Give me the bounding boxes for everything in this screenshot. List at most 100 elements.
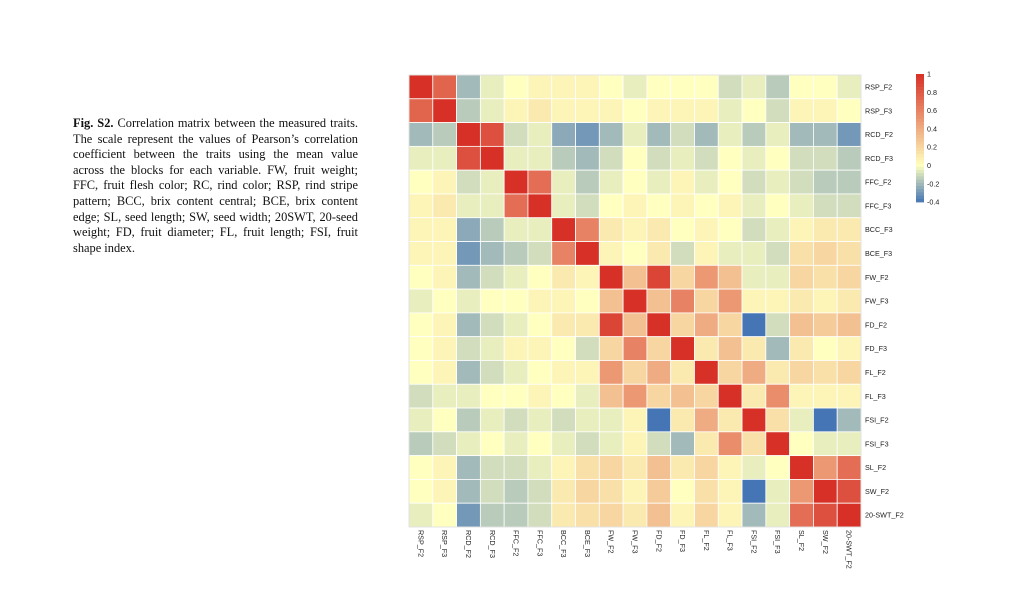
heatmap-cell xyxy=(479,169,505,195)
heatmap-cell xyxy=(694,98,719,123)
heatmap-cell xyxy=(408,502,434,528)
heatmap-cell xyxy=(456,193,481,219)
heatmap-cell xyxy=(527,193,553,219)
heatmap-cell xyxy=(408,360,434,385)
heatmap-cell xyxy=(575,502,600,528)
heatmap-cell xyxy=(503,193,529,219)
heatmap-cell xyxy=(551,383,576,409)
heatmap-cell xyxy=(694,336,719,361)
legend-swatch xyxy=(916,106,924,110)
heatmap-cell xyxy=(456,383,481,409)
heatmap-cell xyxy=(646,407,672,433)
heatmap-cell xyxy=(456,288,481,314)
heatmap-cell xyxy=(598,431,624,457)
legend-swatch xyxy=(916,122,924,126)
heatmap-cell xyxy=(527,360,553,385)
legend-tick-label: 0.4 xyxy=(927,124,937,133)
heatmap-cell xyxy=(813,502,838,528)
heatmap-cell xyxy=(598,145,624,171)
heatmap-cell xyxy=(765,217,791,242)
row-label: BCE_F3 xyxy=(865,249,892,258)
heatmap-cell xyxy=(694,431,719,457)
heatmap-cell xyxy=(575,312,600,338)
heatmap-cell xyxy=(813,169,838,195)
heatmap-cell xyxy=(622,383,648,409)
heatmap-cell xyxy=(717,288,743,314)
heatmap-cell xyxy=(741,336,767,361)
heatmap-cell xyxy=(717,264,743,290)
heatmap-cell xyxy=(646,122,672,147)
heatmap-cell xyxy=(598,193,624,219)
heatmap-cell xyxy=(456,455,481,480)
heatmap-border xyxy=(408,74,862,528)
heatmap-cell xyxy=(646,336,672,361)
heatmap-cell xyxy=(694,312,719,338)
column-label: FW_F3 xyxy=(631,530,640,554)
heatmap-cell xyxy=(717,312,743,338)
heatmap-cell xyxy=(789,455,814,480)
heatmap-cell xyxy=(503,264,529,290)
heatmap-cell xyxy=(503,360,529,385)
heatmap-cell xyxy=(432,360,457,385)
heatmap-cell xyxy=(789,431,814,457)
legend-swatch xyxy=(916,93,924,97)
heatmap-cell xyxy=(432,241,457,266)
row-label: RSP_F2 xyxy=(865,82,892,91)
heatmap-cell xyxy=(765,336,791,361)
heatmap-cell xyxy=(432,169,457,195)
heatmap-cell xyxy=(479,98,505,123)
heatmap-cell xyxy=(479,336,505,361)
heatmap-cell xyxy=(408,407,434,433)
caption-text: Correlation matrix between the measured … xyxy=(73,116,358,255)
figure-caption: Fig. S2. Correlation matrix between the … xyxy=(73,116,358,256)
legend-swatch xyxy=(916,192,924,196)
heatmap-cell xyxy=(622,193,648,219)
row-label: RSP_F3 xyxy=(865,106,892,115)
heatmap-cell xyxy=(836,407,862,433)
heatmap-cell xyxy=(646,312,672,338)
column-label: SL_F2 xyxy=(797,530,806,551)
heatmap-cell xyxy=(765,193,791,219)
heatmap-cell xyxy=(646,479,672,504)
column-label: BCC_F3 xyxy=(559,530,568,558)
heatmap-cell xyxy=(432,98,457,123)
heatmap-cell xyxy=(551,169,576,195)
column-label: FSI_F2 xyxy=(749,530,758,554)
heatmap-cell xyxy=(456,145,481,171)
heatmap-cell xyxy=(813,312,838,338)
heatmap-cell xyxy=(765,169,791,195)
heatmap-cell xyxy=(813,122,838,147)
row-label: FD_F3 xyxy=(865,344,887,353)
heatmap-cell xyxy=(717,169,743,195)
heatmap-cell xyxy=(622,455,648,480)
heatmap-cell xyxy=(670,169,695,195)
heatmap-cell xyxy=(598,455,624,480)
heatmap-cell xyxy=(765,360,791,385)
heatmap-cell xyxy=(622,336,648,361)
heatmap-cell xyxy=(789,360,814,385)
legend-swatch xyxy=(916,86,924,91)
row-label: FD_F2 xyxy=(865,320,887,329)
heatmap-cell xyxy=(670,360,695,385)
heatmap-cell xyxy=(551,264,576,290)
row-label: FFC_F3 xyxy=(865,201,891,210)
heatmap-cell xyxy=(527,74,553,100)
heatmap-cell xyxy=(741,241,767,266)
heatmap-cell xyxy=(670,407,695,433)
heatmap-cell xyxy=(741,431,767,457)
heatmap-cell xyxy=(408,383,434,409)
heatmap-cell xyxy=(551,122,576,147)
heatmap-cell xyxy=(503,288,529,314)
heatmap-cell xyxy=(765,431,791,457)
heatmap-cell xyxy=(551,455,576,480)
legend-swatch xyxy=(916,134,924,139)
heatmap-cell xyxy=(646,383,672,409)
heatmap-cell xyxy=(836,193,862,219)
heatmap-cell xyxy=(432,455,457,480)
heatmap-cell xyxy=(836,241,862,266)
heatmap-cell xyxy=(646,431,672,457)
legend-tick-label: 0 xyxy=(927,161,931,170)
legend-swatch xyxy=(916,176,924,180)
heatmap-cell xyxy=(527,407,553,433)
heatmap-cell xyxy=(789,383,814,409)
